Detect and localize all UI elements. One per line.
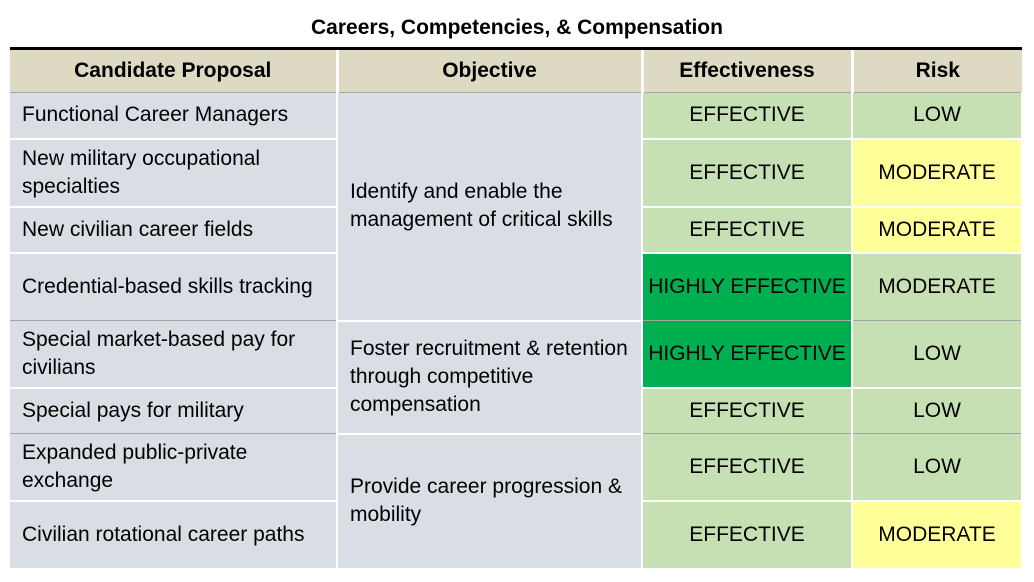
objective-cell: Foster recruitment & retention through c…: [337, 320, 643, 435]
objective-cell: Provide career progression & mobility: [337, 433, 643, 570]
candidate-proposal-cell: New military occupational specialties: [10, 138, 338, 208]
effectiveness-cell: EFFECTIVE: [642, 500, 853, 570]
header-row: Candidate Proposal Objective Effectivene…: [10, 47, 1022, 93]
risk-cell: LOW: [852, 433, 1023, 502]
table-row: Special pays for military EFFECTIVE LOW: [10, 387, 1023, 434]
effectiveness-cell: HIGHLY EFFECTIVE: [642, 252, 853, 321]
table-row: Functional Career Managers Identify and …: [10, 92, 1023, 322]
risk-cell: LOW: [852, 92, 1023, 140]
candidate-proposal-cell: Special market-based pay for civilians: [10, 320, 338, 389]
risk-cell: MODERATE: [852, 138, 1023, 208]
candidate-proposal-cell: Expanded public-private exchange: [10, 433, 338, 502]
risk-cell: LOW: [852, 387, 1023, 434]
effectiveness-cell: EFFECTIVE: [642, 387, 853, 434]
objective-cell: Identify and enable the management of cr…: [337, 92, 643, 322]
risk-cell: LOW: [852, 320, 1023, 389]
candidate-proposal-cell: Civilian rotational career paths: [10, 500, 338, 570]
table-row: New military occupational specialties EF…: [10, 138, 1023, 208]
risk-cell: MODERATE: [852, 500, 1023, 570]
column-header-candidate: Candidate Proposal: [10, 47, 337, 93]
column-header-objective: Objective: [335, 47, 642, 93]
candidate-proposal-cell: Special pays for military: [10, 387, 338, 434]
effectiveness-cell: EFFECTIVE: [642, 433, 853, 502]
candidate-proposal-cell: Credential-based skills tracking: [10, 252, 338, 321]
table-row: New civilian career fields EFFECTIVE MOD…: [10, 206, 1023, 254]
table-title: Careers, Competencies, & Compensation: [311, 16, 723, 39]
table-row: Expanded public-private exchange Provide…: [10, 433, 1023, 570]
proposals-table: Candidate Proposal Objective Effectivene…: [10, 47, 1023, 570]
effectiveness-cell: HIGHLY EFFECTIVE: [642, 320, 853, 389]
effectiveness-cell: EFFECTIVE: [642, 92, 853, 140]
risk-cell: MODERATE: [852, 252, 1023, 321]
effectiveness-cell: EFFECTIVE: [642, 206, 853, 254]
candidate-proposal-cell: New civilian career fields: [10, 206, 338, 254]
table-row: Credential-based skills tracking HIGHLY …: [10, 252, 1023, 321]
column-header-risk: Risk: [850, 47, 1022, 93]
risk-cell: MODERATE: [852, 206, 1023, 254]
candidate-proposal-cell: Functional Career Managers: [10, 92, 338, 140]
table-row: Special market-based pay for civilians F…: [10, 320, 1023, 435]
column-header-effectiveness: Effectiveness: [640, 47, 852, 93]
effectiveness-cell: EFFECTIVE: [642, 138, 853, 208]
table-row: Civilian rotational career paths EFFECTI…: [10, 500, 1023, 570]
